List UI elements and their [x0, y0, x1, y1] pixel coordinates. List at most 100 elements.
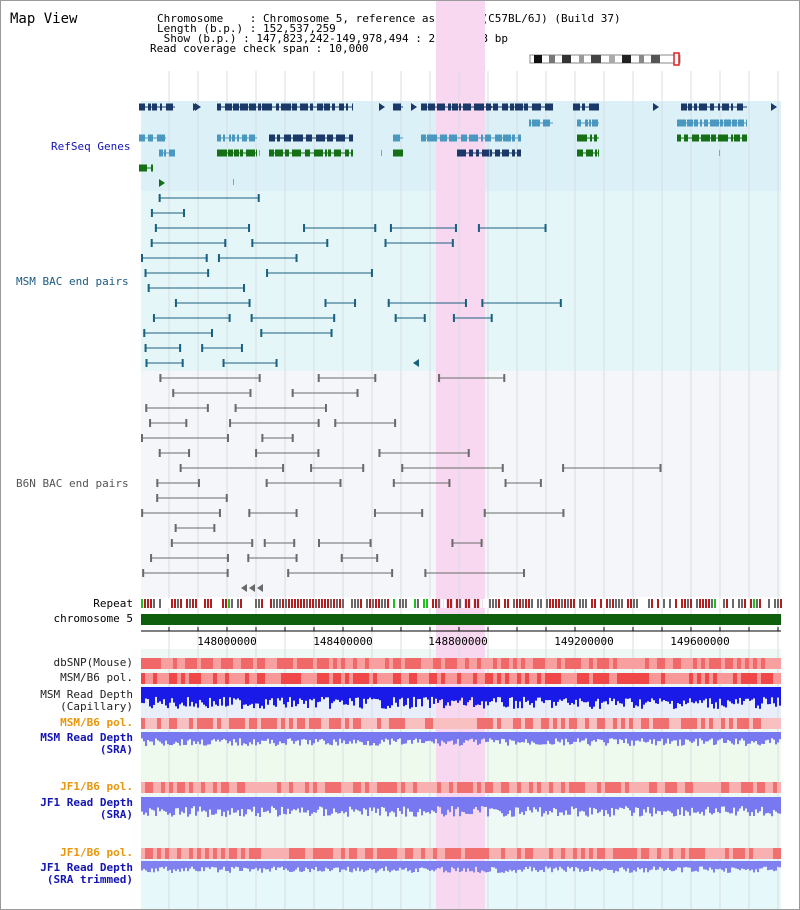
heat-cell: [653, 782, 657, 793]
gene-exon: [737, 103, 743, 111]
repeat-feature: [288, 599, 290, 608]
depth-bar: [661, 797, 663, 815]
repeat-feature: [471, 599, 473, 608]
depth-bar: [197, 687, 199, 708]
depth-bar: [503, 732, 505, 740]
msm-bac-end: [477, 224, 480, 232]
heat-cell: [253, 782, 257, 793]
depth-bar: [745, 687, 747, 699]
depth-bar: [411, 732, 413, 744]
depth-bar: [437, 732, 439, 744]
heat-cell: [761, 658, 765, 669]
gene-exon: [694, 119, 698, 127]
repeat-feature: [507, 599, 509, 608]
depth-bar: [519, 732, 521, 743]
depth-bar: [453, 687, 455, 702]
gene-exon: [428, 103, 435, 111]
repeat-feature: [318, 599, 320, 608]
b6n-bac-label[interactable]: B6N BAC end pairs: [16, 477, 129, 490]
depth-bar: [567, 797, 569, 815]
heat-cell: [293, 782, 297, 793]
depth-bar: [543, 687, 545, 704]
depth-bar: [141, 797, 143, 812]
msm-bac-end: [150, 239, 153, 247]
depth-bar: [469, 797, 471, 815]
lower-track-label[interactable]: MSM/B6 pol.: [60, 717, 133, 729]
depth-bar: [697, 687, 699, 704]
depth-bar: [169, 732, 171, 745]
depth-bar: [379, 732, 381, 744]
depth-bar: [685, 861, 687, 867]
heat-cell: [177, 718, 181, 729]
heat-cell: [217, 718, 221, 729]
depth-bar: [735, 797, 737, 816]
refseq-genes-label[interactable]: RefSeq Genes: [51, 140, 131, 153]
heat-cell: [317, 718, 321, 729]
depth-bar: [309, 861, 311, 873]
heat-cell: [321, 718, 325, 729]
heat-cell: [157, 848, 161, 859]
depth-bar: [165, 797, 167, 812]
heat-cell: [209, 658, 213, 669]
lower-track-label[interactable]: JF1 Read Depth (SRA trimmed): [40, 862, 133, 886]
depth-bar: [459, 732, 461, 746]
depth-bar: [597, 797, 599, 814]
heat-cell: [225, 848, 229, 859]
heat-cell: [641, 848, 645, 859]
repeat-feature: [492, 599, 494, 608]
heat-cell: [169, 673, 173, 684]
lower-track-label[interactable]: MSM Read Depth (Capillary): [40, 689, 133, 713]
repeat-feature: [615, 599, 617, 608]
msm-bac-end: [248, 299, 251, 307]
depth-bar: [195, 732, 197, 744]
heat-cell: [245, 782, 249, 793]
lower-track-label[interactable]: JF1/B6 pol.: [60, 847, 133, 859]
msm-bac-label[interactable]: MSM BAC end pairs: [16, 275, 129, 288]
depth-bar: [623, 797, 625, 809]
depth-bar: [167, 732, 169, 745]
heat-cell: [613, 848, 617, 859]
depth-bar: [655, 797, 657, 814]
depth-bar: [359, 687, 361, 708]
depth-bar: [577, 687, 579, 707]
lower-track-label[interactable]: MSM Read Depth (SRA): [40, 732, 133, 756]
heat-cell: [337, 673, 341, 684]
depth-bar: [717, 797, 719, 813]
heat-cell: [517, 782, 521, 793]
depth-bar: [709, 861, 711, 868]
heat-cell: [485, 658, 489, 669]
heat-cell: [149, 673, 153, 684]
depth-bar: [471, 732, 473, 739]
heat-cell: [433, 782, 437, 793]
heat-cell: [369, 848, 373, 859]
lower-track-label[interactable]: JF1 Read Depth (SRA): [40, 797, 133, 821]
heat-cell: [513, 718, 517, 729]
lower-track-label[interactable]: JF1/B6 pol.: [60, 781, 133, 793]
repeat-feature: [384, 599, 386, 608]
heat-cell: [725, 718, 729, 729]
gene-exon: [481, 134, 483, 142]
depth-bar: [697, 732, 699, 746]
heat-cell: [449, 848, 453, 859]
b6n-bac-end: [229, 419, 232, 427]
heat-cell: [641, 658, 645, 669]
depth-bar: [761, 861, 763, 869]
lower-track-label[interactable]: dbSNP(Mouse): [54, 657, 133, 669]
heat-cell: [717, 718, 721, 729]
heat-cell: [293, 848, 297, 859]
gene-exon: [427, 134, 437, 142]
heat-cell: [353, 658, 357, 669]
heat-cell: [769, 658, 773, 669]
heat-cell: [713, 673, 717, 684]
depth-bar: [585, 861, 587, 871]
repeat-feature: [396, 599, 398, 608]
repeat-feature: [585, 599, 587, 608]
chromosome-ideogram[interactable]: [529, 51, 685, 67]
depth-bar: [605, 732, 607, 746]
lower-track-label-line2: (Capillary): [60, 700, 133, 713]
repeat-feature: [222, 599, 224, 608]
heat-cell: [217, 848, 221, 859]
lower-track-label[interactable]: MSM/B6 pol.: [60, 672, 133, 684]
heat-cell: [737, 673, 741, 684]
